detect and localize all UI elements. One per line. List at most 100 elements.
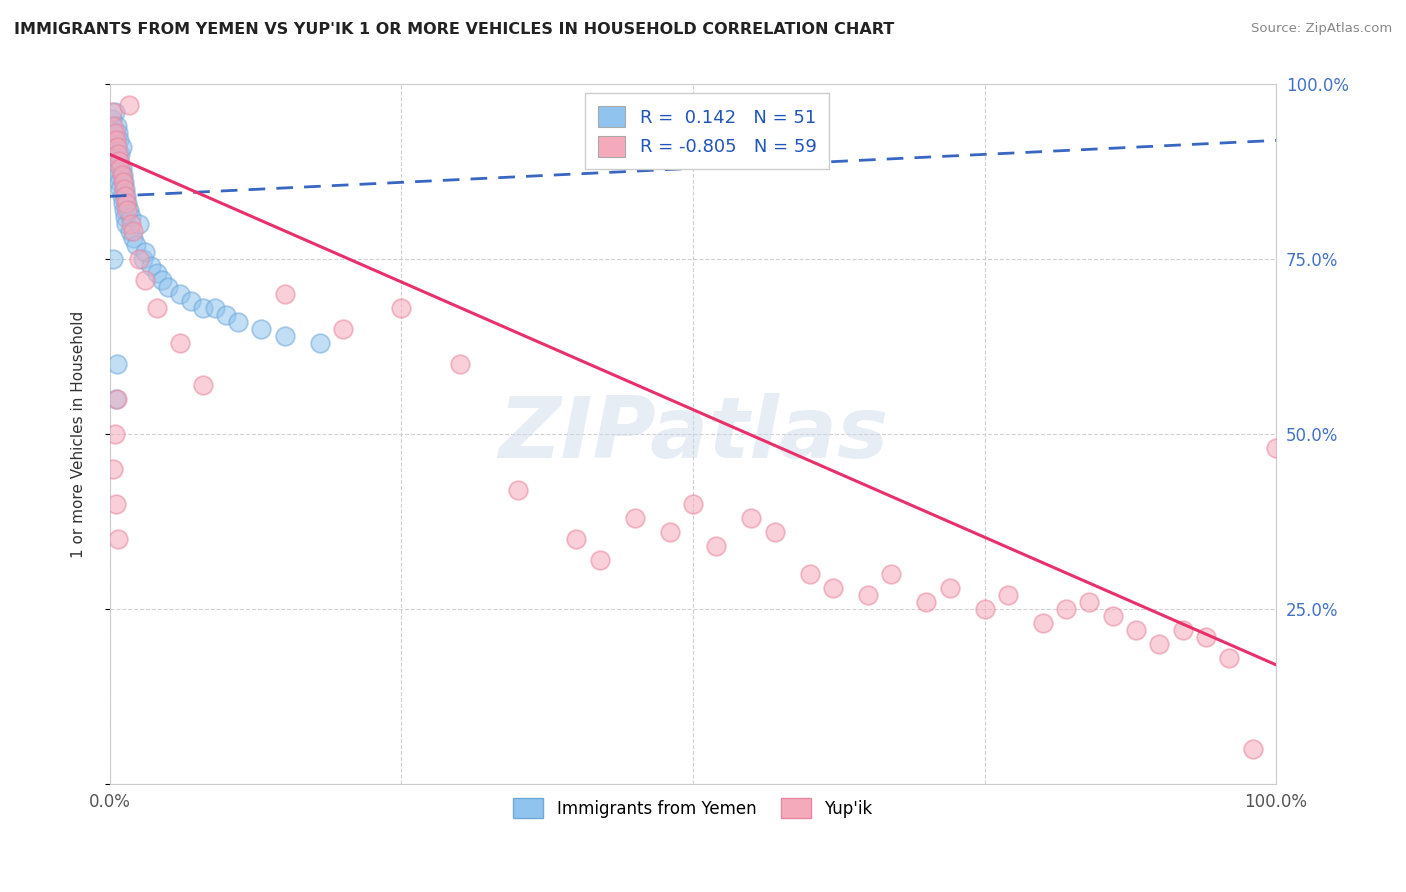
Point — [118, 224, 141, 238]
Point — [145, 301, 167, 316]
Point — [134, 245, 156, 260]
Point — [110, 140, 132, 154]
Point — [124, 238, 146, 252]
Point — [139, 259, 162, 273]
Point — [101, 112, 124, 127]
Point — [1101, 608, 1123, 623]
Point — [389, 301, 412, 316]
Point — [110, 169, 132, 183]
Point — [103, 127, 125, 141]
Point — [506, 483, 529, 497]
Point — [120, 217, 142, 231]
Text: IMMIGRANTS FROM YEMEN VS YUP'IK 1 OR MORE VEHICLES IN HOUSEHOLD CORRELATION CHAR: IMMIGRANTS FROM YEMEN VS YUP'IK 1 OR MOR… — [14, 22, 894, 37]
Point — [131, 252, 153, 267]
Point — [103, 462, 125, 476]
Point — [128, 252, 150, 267]
Point — [112, 175, 135, 189]
Point — [115, 189, 138, 203]
Point — [308, 336, 330, 351]
Point — [111, 196, 134, 211]
Point — [821, 581, 844, 595]
Point — [134, 273, 156, 287]
Point — [589, 553, 612, 567]
Point — [997, 588, 1019, 602]
Point — [108, 133, 131, 147]
Point — [215, 308, 238, 322]
Point — [169, 287, 191, 301]
Point — [108, 154, 131, 169]
Point — [973, 602, 995, 616]
Point — [112, 182, 135, 196]
Point — [122, 231, 145, 245]
Legend: Immigrants from Yemen, Yup'ik: Immigrants from Yemen, Yup'ik — [506, 792, 879, 824]
Point — [1218, 651, 1240, 665]
Point — [104, 392, 127, 406]
Point — [110, 182, 132, 196]
Point — [104, 133, 127, 147]
Point — [180, 294, 202, 309]
Point — [117, 196, 139, 211]
Point — [250, 322, 273, 336]
Point — [110, 161, 132, 176]
Point — [103, 120, 125, 134]
Point — [105, 357, 128, 371]
Point — [623, 511, 645, 525]
Point — [658, 524, 681, 539]
Point — [103, 252, 125, 267]
Point — [108, 175, 131, 189]
Point — [110, 147, 132, 161]
Point — [101, 105, 124, 120]
Point — [1078, 595, 1101, 609]
Point — [226, 315, 249, 329]
Point — [110, 161, 132, 176]
Point — [105, 120, 128, 134]
Point — [114, 189, 136, 203]
Point — [128, 217, 150, 231]
Point — [1032, 615, 1054, 630]
Point — [104, 161, 127, 176]
Point — [157, 280, 180, 294]
Point — [704, 539, 727, 553]
Point — [110, 189, 132, 203]
Point — [103, 427, 125, 442]
Point — [1125, 623, 1147, 637]
Point — [274, 287, 297, 301]
Point — [191, 301, 214, 316]
Point — [120, 211, 142, 225]
Point — [145, 266, 167, 280]
Point — [169, 336, 191, 351]
Point — [856, 588, 879, 602]
Point — [449, 357, 471, 371]
Point — [915, 595, 938, 609]
Point — [107, 147, 129, 161]
Point — [103, 133, 125, 147]
Point — [740, 511, 762, 525]
Point — [565, 532, 588, 546]
Point — [108, 154, 131, 169]
Point — [112, 203, 135, 218]
Point — [191, 378, 214, 392]
Point — [105, 147, 128, 161]
Point — [103, 105, 125, 120]
Point — [1265, 441, 1288, 455]
Point — [104, 140, 127, 154]
Point — [111, 169, 134, 183]
Point — [799, 566, 821, 581]
Point — [763, 524, 786, 539]
Point — [122, 224, 145, 238]
Point — [117, 203, 139, 218]
Point — [332, 322, 354, 336]
Point — [117, 98, 139, 112]
Point — [1054, 602, 1077, 616]
Text: Source: ZipAtlas.com: Source: ZipAtlas.com — [1251, 22, 1392, 36]
Point — [115, 217, 138, 231]
Point — [204, 301, 226, 316]
Point — [111, 175, 134, 189]
Point — [114, 211, 136, 225]
Point — [107, 169, 129, 183]
Point — [103, 127, 125, 141]
Point — [880, 566, 903, 581]
Y-axis label: 1 or more Vehicles in Household: 1 or more Vehicles in Household — [72, 310, 86, 558]
Point — [1241, 741, 1264, 756]
Point — [938, 581, 960, 595]
